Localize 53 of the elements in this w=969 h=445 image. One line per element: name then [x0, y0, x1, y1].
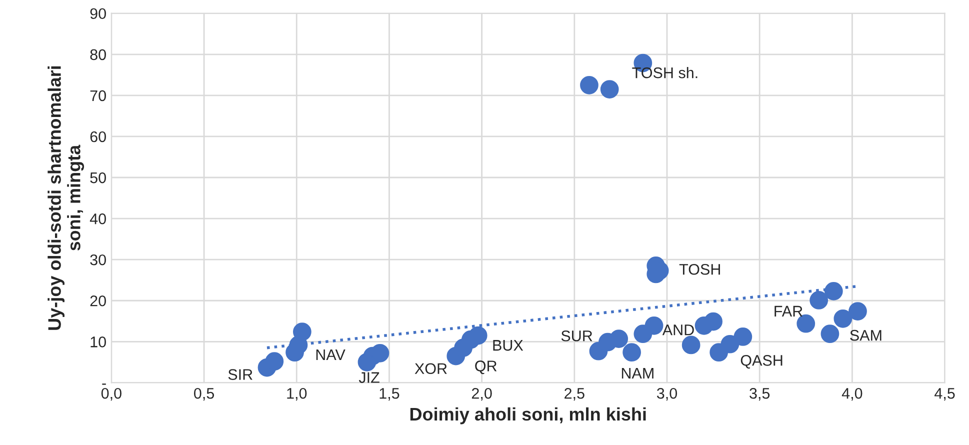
- y-tick-label: 10: [90, 336, 106, 348]
- x-tick-label: 0,5: [194, 388, 214, 401]
- y-tick-label: 80: [90, 49, 106, 60]
- point: [600, 80, 619, 98]
- y-tick-label: 60: [90, 131, 106, 142]
- x-tick-label: 3,0: [656, 388, 678, 401]
- point: [610, 330, 628, 348]
- annotation: SIR: [228, 369, 252, 380]
- point: [265, 352, 284, 371]
- annotation: TOSH: [679, 264, 720, 275]
- x-axis-title: Doimiy aholi soni, mln kishi: [410, 407, 646, 424]
- annotation: FAR: [774, 306, 802, 316]
- annotation: QR: [475, 360, 497, 374]
- point: [824, 282, 843, 300]
- y-tick-label: -: [102, 384, 106, 385]
- annotation: NAV: [316, 349, 346, 360]
- point: [704, 312, 722, 331]
- point: [292, 322, 312, 341]
- y-tick-label: 50: [90, 172, 106, 184]
- annotation: QASH: [740, 355, 782, 369]
- y-tick-label: 70: [90, 90, 106, 102]
- x-tick-label: 3,5: [750, 388, 770, 401]
- point: [682, 336, 700, 354]
- y-tick-label: 40: [90, 213, 106, 224]
- x-tick-label: 0,0: [101, 388, 122, 401]
- annotation: NAM: [622, 368, 654, 379]
- annotation: SAM: [850, 330, 882, 341]
- y-axis-title: Uy-joy oldi-sotdi shartnomalari soni, mingta: [48, 66, 84, 330]
- annotation: TOSH sh.: [632, 66, 698, 78]
- x-tick-label: 2,5: [564, 388, 584, 401]
- annotation: SUR: [561, 330, 592, 342]
- y-tick-label: 30: [90, 254, 106, 266]
- annotation: AND: [662, 324, 694, 336]
- point: [644, 316, 664, 335]
- point: [734, 328, 752, 346]
- point: [580, 76, 598, 94]
- x-tick-label: 4,0: [842, 388, 862, 401]
- x-tick-label: 4,5: [934, 388, 955, 401]
- point: [820, 324, 840, 344]
- point: [848, 302, 867, 320]
- x-tick-label: 1,0: [287, 388, 307, 401]
- x-tick-label: 2,0: [472, 388, 492, 401]
- point: [834, 309, 852, 328]
- point: [622, 343, 641, 362]
- y-tick-label: 20: [90, 295, 106, 306]
- point: [720, 334, 740, 354]
- annotation: JIZ: [358, 372, 380, 383]
- x-tick-label: 1,5: [380, 388, 400, 401]
- y-tick-label: 90: [90, 8, 106, 20]
- point: [468, 326, 488, 345]
- annotation: BUX: [493, 340, 524, 351]
- point: [810, 291, 828, 310]
- annotation: XOR: [414, 363, 447, 374]
